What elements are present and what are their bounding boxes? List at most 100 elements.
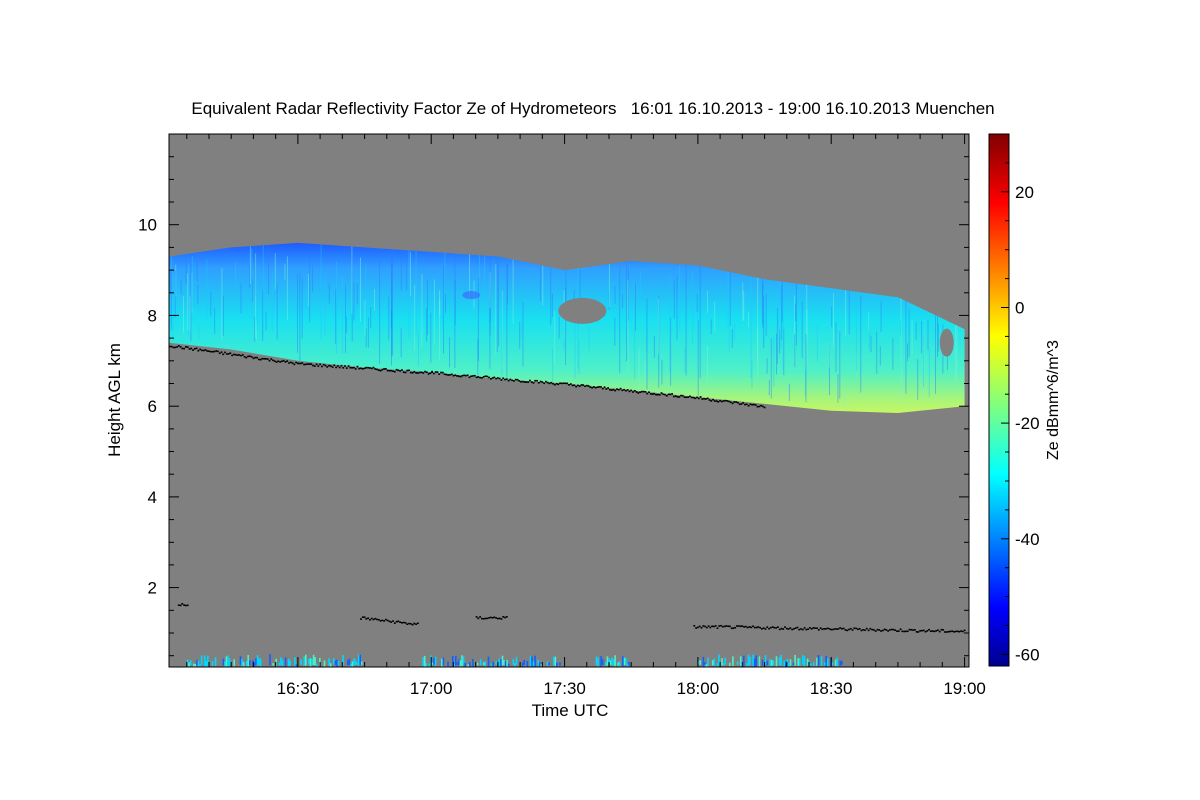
trace-point <box>369 367 371 369</box>
trace-point <box>848 628 850 631</box>
trace-point <box>876 628 879 631</box>
clutter-mark <box>434 656 437 666</box>
clutter-mark <box>492 661 494 667</box>
clutter-mark <box>729 662 731 666</box>
trace-point <box>710 400 713 402</box>
trace-point <box>956 630 959 633</box>
trace-point <box>392 370 394 372</box>
trace-point <box>676 396 679 398</box>
trace-point <box>257 358 260 361</box>
clutter-mark <box>739 656 742 666</box>
trace-point <box>833 628 836 630</box>
clutter-mark <box>612 659 615 666</box>
clutter-mark <box>308 658 310 665</box>
trace-point <box>713 625 715 628</box>
trace-point <box>245 356 248 359</box>
trace-point <box>183 604 185 606</box>
trace-point <box>702 625 705 627</box>
clutter-mark <box>743 655 745 667</box>
trace-point <box>305 363 307 366</box>
trace-point <box>632 391 634 393</box>
trace-point <box>715 400 718 402</box>
clutter-mark <box>809 663 812 666</box>
trace-point <box>791 628 793 631</box>
clutter-mark <box>315 664 318 667</box>
trace-point <box>328 364 330 367</box>
trace-point <box>929 630 932 632</box>
clutter-mark <box>825 655 827 667</box>
trace-point <box>333 364 336 366</box>
trace-point <box>215 350 217 352</box>
clutter-mark <box>816 657 818 666</box>
trace-point <box>347 365 350 367</box>
trace-point <box>385 618 387 621</box>
clutter-mark <box>249 660 251 666</box>
trace-point <box>559 382 561 384</box>
trace-point <box>511 379 513 382</box>
trace-point <box>399 370 401 372</box>
trace-point <box>641 390 643 393</box>
clutter-mark <box>601 659 604 665</box>
trace-point <box>714 625 717 627</box>
trace-point <box>532 382 535 384</box>
trace-point <box>748 626 751 628</box>
trace-point <box>261 357 264 360</box>
trace-point <box>427 373 430 375</box>
trace-point <box>401 369 403 371</box>
y-tick-label: 8 <box>148 306 157 325</box>
trace-point <box>374 617 377 620</box>
trace-point <box>393 622 396 624</box>
clutter-mark <box>455 655 457 666</box>
clutter-mark <box>772 660 775 666</box>
trace-point <box>617 388 620 391</box>
trace-point <box>379 620 382 622</box>
clutter-mark <box>614 655 616 667</box>
clutter-mark <box>501 655 504 666</box>
trace-point <box>466 374 469 376</box>
trace-point <box>472 375 474 377</box>
clutter-mark <box>546 661 549 666</box>
trace-point <box>568 384 570 386</box>
trace-point <box>785 627 788 630</box>
clutter-mark <box>823 662 826 666</box>
trace-point <box>502 377 505 380</box>
trace-point <box>751 403 753 406</box>
trace-point <box>720 624 722 627</box>
trace-point <box>370 367 373 370</box>
trace-point <box>580 384 583 386</box>
trace-point <box>878 629 881 631</box>
trace-point <box>807 628 809 630</box>
trace-point <box>493 616 496 619</box>
trace-point <box>718 625 721 627</box>
trace-point <box>669 393 672 396</box>
trace-point <box>723 625 726 628</box>
trace-point <box>584 385 586 387</box>
trace-point <box>295 361 297 364</box>
clutter-mark <box>462 656 465 665</box>
trace-point <box>518 380 521 382</box>
clutter-mark <box>222 658 225 666</box>
trace-point <box>360 367 362 370</box>
trace-point <box>525 381 528 383</box>
trace-point <box>498 377 501 380</box>
trace-point <box>486 617 489 620</box>
trace-point <box>356 365 359 368</box>
trace-point <box>454 374 457 376</box>
trace-point <box>555 382 558 385</box>
clutter-mark <box>611 657 613 666</box>
trace-point <box>906 630 909 633</box>
clutter-mark <box>193 663 195 667</box>
clutter-mark <box>600 656 602 667</box>
trace-point <box>484 375 487 377</box>
clutter-mark <box>794 655 796 666</box>
trace-point <box>753 626 756 629</box>
clutter-mark <box>211 661 214 666</box>
trace-point <box>177 604 180 606</box>
trace-point <box>937 629 939 631</box>
clutter-mark <box>495 661 497 665</box>
clutter-mark <box>357 654 360 666</box>
trace-point <box>377 619 380 621</box>
trace-point <box>434 371 437 373</box>
trace-point <box>585 384 588 387</box>
